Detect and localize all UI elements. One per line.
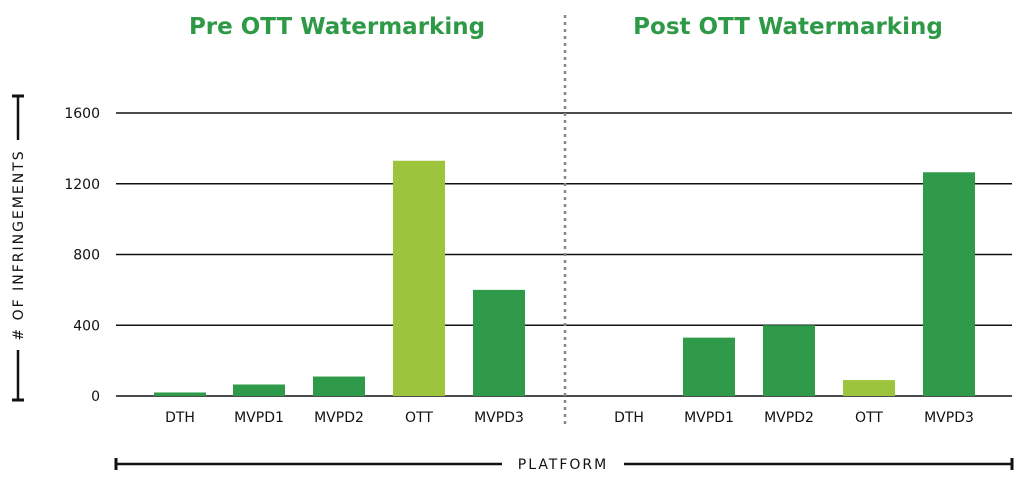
pre-category-label: MVPD1 [234, 410, 284, 426]
bars [154, 160, 975, 396]
pre-chart-title: Pre OTT Watermarking [189, 14, 485, 40]
y-tick-label: 1200 [64, 177, 100, 193]
y-tick-label: 0 [91, 389, 100, 405]
y-tick-label: 400 [73, 318, 100, 334]
post-category-label: MVPD3 [924, 410, 974, 426]
pre-bar-mvpd1 [233, 384, 285, 396]
post-category-label: MVPD2 [764, 410, 814, 426]
x-axis-label: PLATFORM [518, 457, 608, 473]
pre-bar-mvpd2 [313, 376, 365, 396]
pre-category-label: MVPD2 [314, 410, 364, 426]
labels: 0 400 800 1200 1600 DTH MVPD1 MVPD2 OTT MVPD3 DTH M… [64, 106, 974, 426]
pre-category-label: DTH [165, 410, 195, 426]
post-category-label: DTH [614, 410, 644, 426]
post-category-label: MVPD1 [684, 410, 734, 426]
post-bar-mvpd3 [923, 172, 975, 396]
pre-category-label: OTT [405, 410, 433, 426]
post-bar-mvpd1 [683, 337, 735, 396]
post-bar-mvpd2 [763, 325, 815, 396]
y-tick-label: 800 [73, 248, 100, 264]
pre-bar-dth [154, 392, 206, 396]
pre-category-label: MVPD3 [474, 410, 524, 426]
y-axis-label: # OF INFRINGEMENTS [11, 149, 27, 340]
x-axis-label-group: PLATFORM [114, 457, 1014, 473]
post-bar-ott [843, 380, 895, 396]
post-category-label: OTT [855, 410, 883, 426]
pre-bar-mvpd3 [473, 289, 525, 396]
post-chart-title: Post OTT Watermarking [633, 14, 943, 40]
pre-bar-ott [393, 160, 445, 396]
y-axis-label-group: # OF INFRINGEMENTS [11, 94, 27, 402]
y-tick-label: 1600 [64, 106, 100, 122]
